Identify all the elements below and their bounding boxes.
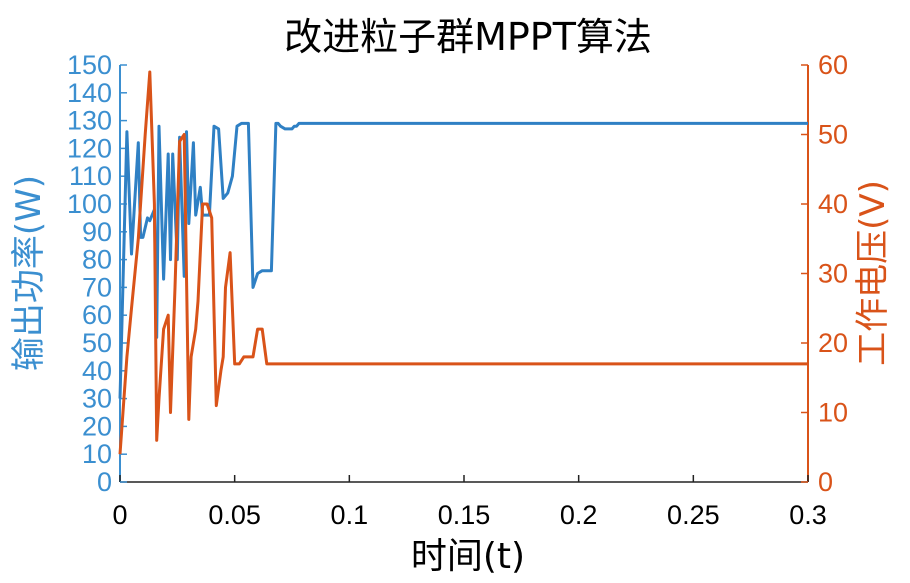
right-y-tick-label: 60: [818, 50, 848, 80]
left-y-tick-label: 20: [82, 411, 112, 441]
power-series-line: [118, 121, 808, 399]
right-y-tick-label: 10: [818, 398, 848, 428]
plot-axes: [119, 65, 809, 483]
x-tick-group: 0 0.05 0.1 0.15 0.2 0.25 0.3: [112, 475, 827, 530]
left-y-tick-label: 70: [82, 272, 112, 302]
x-tick-label: 0.15: [438, 500, 491, 530]
left-y-axis-label: 输出功率(W): [9, 175, 49, 371]
series-layer: [118, 70, 808, 455]
right-y-tick-label: 20: [818, 328, 848, 358]
right-y-tick-label: 40: [818, 189, 848, 219]
left-y-tick-label: 120: [67, 133, 112, 163]
chart-title: 改进粒子群MPPT算法: [284, 15, 652, 59]
left-y-tick-label: 90: [82, 217, 112, 247]
left-y-tick-label: 30: [82, 384, 112, 414]
x-tick-label: 0.3: [789, 500, 827, 530]
x-axis-label: 时间(t): [411, 536, 525, 577]
left-y-tick-label: 10: [82, 439, 112, 469]
x-tick-label: 0.25: [667, 500, 720, 530]
right-y-tick-group: 0 10 20 30 40 50 60: [801, 50, 848, 497]
left-y-tick-label: 40: [82, 356, 112, 386]
x-tick-label: 0: [112, 500, 127, 530]
right-y-tick-label: 30: [818, 259, 848, 289]
x-tick-label: 0.2: [560, 500, 598, 530]
left-y-tick-label: 130: [67, 106, 112, 136]
x-tick-label: 0.05: [208, 500, 261, 530]
left-y-tick-label: 110: [69, 161, 112, 191]
left-y-tick-label: 100: [67, 189, 112, 219]
left-y-tick-label: 150: [67, 50, 112, 80]
voltage-series-line: [118, 70, 808, 455]
right-y-tick-label: 0: [818, 467, 833, 497]
left-y-tick-label: 140: [67, 78, 112, 108]
right-y-axis-label: 工作电压(V): [853, 180, 893, 366]
left-y-tick-label: 60: [82, 300, 112, 330]
left-y-tick-label: 0: [97, 467, 112, 497]
left-y-tick-label: 50: [82, 328, 112, 358]
x-tick-label: 0.1: [331, 500, 369, 530]
left-y-tick-label: 80: [82, 245, 112, 275]
right-y-tick-label: 50: [818, 120, 848, 150]
